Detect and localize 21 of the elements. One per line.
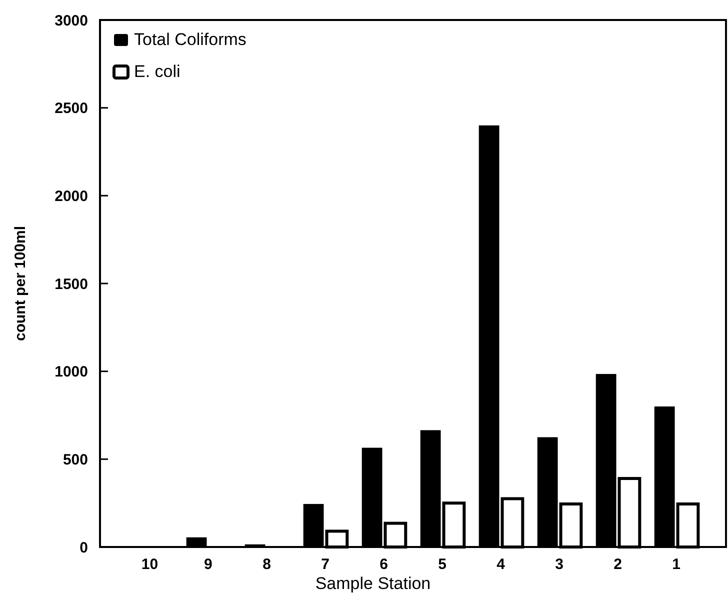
y-tick-label: 2000	[54, 188, 88, 205]
x-tick-label: 5	[438, 556, 446, 573]
x-tick-label: 3	[555, 556, 564, 573]
legend-label: Total Coliforms	[134, 30, 246, 49]
y-axis-title: count per 100ml	[12, 226, 29, 342]
x-tick-label: 8	[262, 556, 271, 573]
y-tick-label: 0	[80, 539, 88, 556]
x-tick-label: 4	[496, 556, 506, 573]
y-tick-label: 1000	[54, 364, 88, 381]
x-tick-label: 1	[672, 556, 680, 573]
y-tick-label: 3000	[54, 12, 88, 30]
x-tick-label: 6	[380, 556, 388, 573]
x-tick-label: 7	[321, 556, 330, 573]
x-tick-label: 2	[614, 556, 622, 573]
y-tick-label: 1500	[54, 276, 88, 293]
x-axis-title: Sample Station	[315, 574, 431, 593]
y-tick-label: 2500	[54, 100, 88, 118]
y-tick-label: 500	[62, 451, 88, 468]
x-tick-label: 10	[141, 556, 158, 573]
legend-label: E. coli	[134, 62, 180, 81]
x-tick-label: 9	[204, 556, 212, 573]
